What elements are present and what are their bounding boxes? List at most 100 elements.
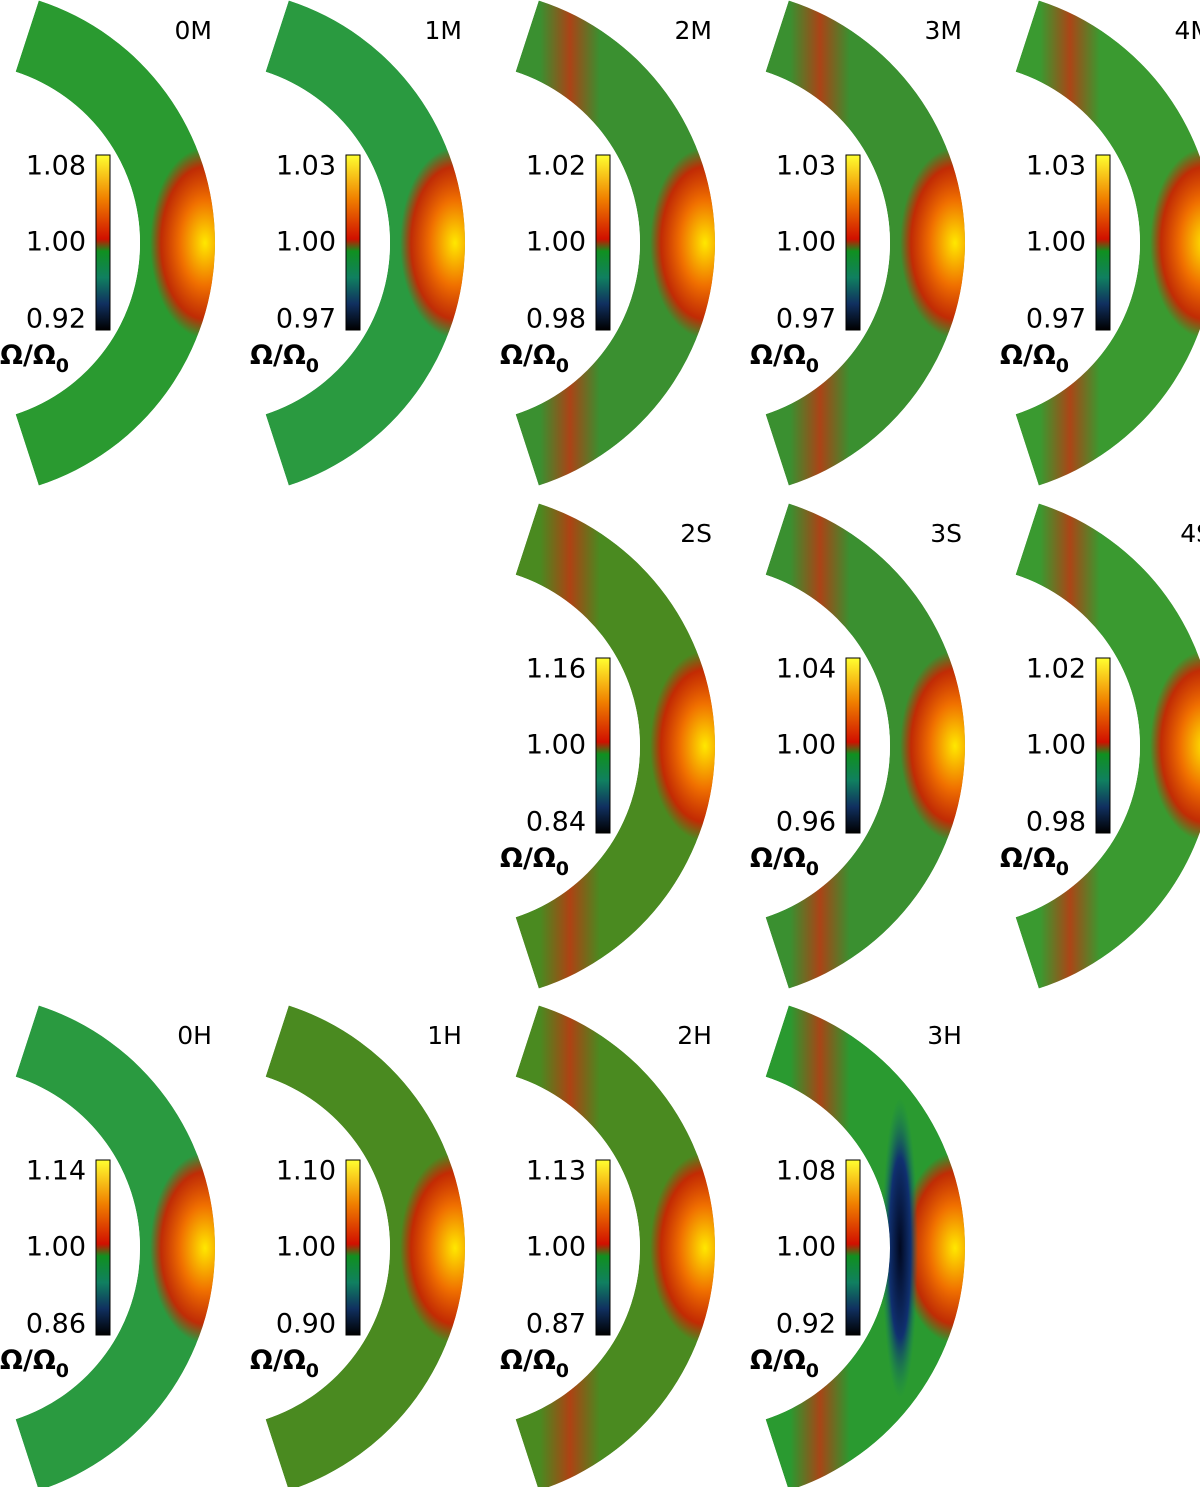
colorbar-label-sub: 0 bbox=[806, 858, 819, 880]
colorbar-label-base: Ω/Ω bbox=[0, 340, 56, 371]
panel: 1M 1.03 1.00 0.97 Ω/Ω0 bbox=[250, 0, 465, 486]
colorbar-label-base: Ω/Ω bbox=[500, 340, 556, 371]
slice bbox=[15, 0, 215, 486]
slice-hot bbox=[650, 1153, 715, 1343]
slice-hot bbox=[1150, 148, 1200, 338]
colorbar-label-base: Ω/Ω bbox=[250, 1345, 306, 1376]
slice-hot bbox=[150, 1153, 215, 1343]
panel: 3S 1.04 1.00 0.96 Ω/Ω0 bbox=[750, 503, 965, 989]
colorbar-tick-label: 1.00 bbox=[1026, 227, 1086, 258]
slice-base bbox=[1015, 503, 1200, 989]
slice-hot bbox=[900, 1153, 965, 1343]
colorbar-tick-label: 1.04 bbox=[776, 654, 836, 685]
panel: 2S 1.16 1.00 0.84 Ω/Ω0 bbox=[500, 503, 715, 989]
colorbar-label-sub: 0 bbox=[56, 355, 69, 377]
colorbar-tick-label: 0.97 bbox=[1026, 304, 1086, 335]
colorbar-tick-label: 1.03 bbox=[276, 151, 336, 182]
slice-base bbox=[765, 503, 965, 989]
colorbar bbox=[845, 154, 861, 331]
colorbar-tick-label: 1.02 bbox=[1026, 654, 1086, 685]
colorbar bbox=[595, 1159, 611, 1336]
colorbar bbox=[1095, 657, 1111, 834]
panel-label: 0M bbox=[175, 16, 212, 45]
slice-base bbox=[15, 0, 215, 486]
colorbar-label-sub: 0 bbox=[556, 355, 569, 377]
colorbar-tick-label: 0.97 bbox=[276, 304, 336, 335]
panel-label: 3H bbox=[927, 1021, 962, 1050]
slice-hot bbox=[400, 148, 465, 338]
colorbar-tick-label: 0.86 bbox=[26, 1309, 86, 1340]
slice bbox=[265, 1005, 465, 1491]
colorbar bbox=[845, 1159, 861, 1336]
panel: 2M 1.02 1.00 0.98 Ω/Ω0 bbox=[500, 0, 715, 486]
colorbar-label-base: Ω/Ω bbox=[500, 843, 556, 874]
colorbar-tick-label: 1.10 bbox=[276, 1156, 336, 1187]
colorbar-tick-label: 1.08 bbox=[776, 1156, 836, 1187]
colorbar-label-sub: 0 bbox=[556, 1360, 569, 1382]
colorbar-tick-label: 0.96 bbox=[776, 807, 836, 838]
colorbar-label-base: Ω/Ω bbox=[750, 843, 806, 874]
colorbar-label-base: Ω/Ω bbox=[250, 340, 306, 371]
slice-base bbox=[1015, 0, 1200, 486]
slice bbox=[265, 0, 465, 486]
colorbar-label-sub: 0 bbox=[1056, 858, 1069, 880]
colorbar-label: Ω/Ω0 bbox=[250, 340, 319, 377]
colorbar-label-base: Ω/Ω bbox=[1000, 843, 1056, 874]
panel: 4S 1.02 1.00 0.98 Ω/Ω0 bbox=[1000, 503, 1200, 989]
colorbar-label: Ω/Ω0 bbox=[1000, 340, 1069, 377]
panel-label: 4S bbox=[1180, 519, 1200, 548]
colorbar-label-sub: 0 bbox=[806, 355, 819, 377]
colorbar-label-base: Ω/Ω bbox=[1000, 340, 1056, 371]
colorbar-label-sub: 0 bbox=[806, 1360, 819, 1382]
colorbar bbox=[845, 657, 861, 834]
colorbar-tick-label: 1.00 bbox=[276, 1232, 336, 1263]
colorbar-label-base: Ω/Ω bbox=[500, 1345, 556, 1376]
colorbar-tick-label: 0.84 bbox=[526, 807, 586, 838]
colorbar-tick-label: 1.00 bbox=[776, 1232, 836, 1263]
colorbar-label: Ω/Ω0 bbox=[500, 1345, 569, 1382]
panel-label: 2M bbox=[675, 16, 712, 45]
colorbar-label: Ω/Ω0 bbox=[250, 1345, 319, 1382]
slice-base bbox=[515, 0, 715, 486]
colorbar-tick-label: 1.03 bbox=[1026, 151, 1086, 182]
colorbar-tick-label: 1.00 bbox=[26, 1232, 86, 1263]
colorbar-tick-label: 0.90 bbox=[276, 1309, 336, 1340]
slice-hot bbox=[900, 651, 965, 841]
panel-label: 3S bbox=[930, 519, 962, 548]
colorbar-tick-label: 1.00 bbox=[776, 227, 836, 258]
colorbar-tick-label: 1.13 bbox=[526, 1156, 586, 1187]
colorbar-tick-label: 1.00 bbox=[526, 227, 586, 258]
colorbar-label-base: Ω/Ω bbox=[750, 1345, 806, 1376]
colorbar-label-base: Ω/Ω bbox=[0, 1345, 56, 1376]
slice-cold bbox=[882, 1098, 918, 1398]
colorbar bbox=[1095, 154, 1111, 331]
panel-label: 1H bbox=[427, 1021, 462, 1050]
colorbar-tick-label: 1.00 bbox=[26, 227, 86, 258]
colorbar-tick-label: 0.98 bbox=[526, 304, 586, 335]
colorbar-tick-label: 0.92 bbox=[26, 304, 86, 335]
colorbar-tick-label: 0.87 bbox=[526, 1309, 586, 1340]
panel-label: 3M bbox=[925, 16, 962, 45]
panel: 0H 1.14 1.00 0.86 Ω/Ω0 bbox=[0, 1005, 215, 1491]
colorbar-label-sub: 0 bbox=[306, 355, 319, 377]
colorbar-tick-label: 1.02 bbox=[526, 151, 586, 182]
colorbar-tick-label: 1.00 bbox=[526, 1232, 586, 1263]
slice-base bbox=[265, 1005, 465, 1491]
colorbar-tick-label: 1.03 bbox=[776, 151, 836, 182]
colorbar bbox=[95, 154, 111, 331]
colorbar bbox=[345, 1159, 361, 1336]
colorbar-label: Ω/Ω0 bbox=[750, 1345, 819, 1382]
panel: 4M 1.03 1.00 0.97 Ω/Ω0 bbox=[1000, 0, 1200, 486]
slice-hot bbox=[1150, 651, 1200, 841]
panel: 1H 1.10 1.00 0.90 Ω/Ω0 bbox=[250, 1005, 465, 1491]
panel-label: 2S bbox=[680, 519, 712, 548]
slice-hot bbox=[650, 651, 715, 841]
slice-hot bbox=[900, 148, 965, 338]
colorbar-tick-label: 1.00 bbox=[1026, 730, 1086, 761]
colorbar bbox=[95, 1159, 111, 1336]
colorbar-label: Ω/Ω0 bbox=[1000, 843, 1069, 880]
colorbar-label: Ω/Ω0 bbox=[0, 1345, 69, 1382]
panel: 2H 1.13 1.00 0.87 Ω/Ω0 bbox=[500, 1005, 715, 1491]
colorbar-label-sub: 0 bbox=[556, 858, 569, 880]
